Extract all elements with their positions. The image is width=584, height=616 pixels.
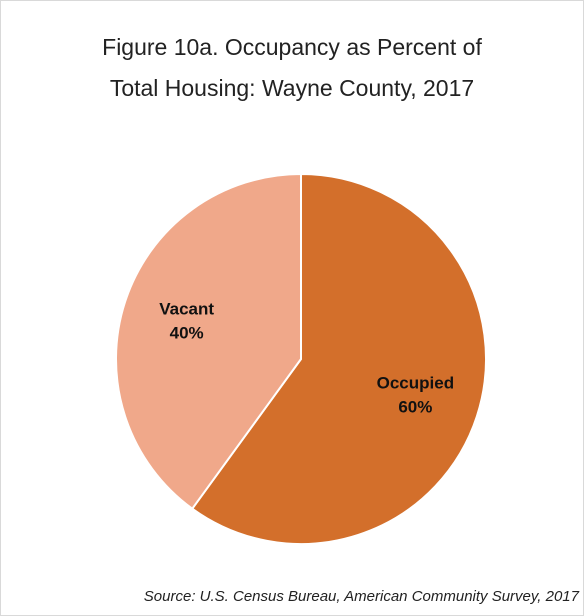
value-label: 60% [398,398,432,417]
slice-label: Occupied [377,374,454,393]
chart-title: Figure 10a. Occupancy as Percent of Tota… [102,34,482,101]
slice-label: Vacant [159,299,214,318]
value-label: 40% [170,323,204,342]
source-note: Source: U.S. Census Bureau, American Com… [143,588,579,605]
pie-slice [190,172,487,545]
pie-slice [115,172,302,511]
